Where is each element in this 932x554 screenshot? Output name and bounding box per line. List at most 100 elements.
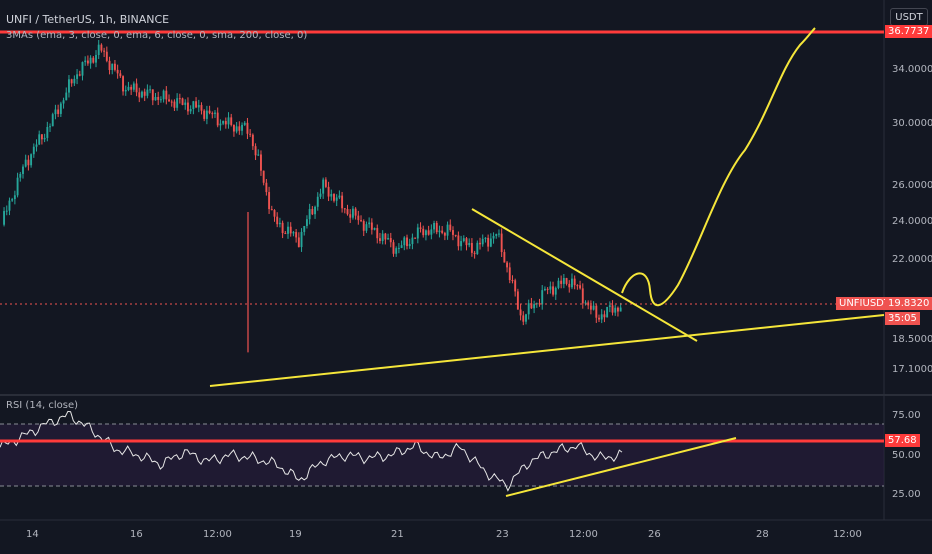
candle-body: [416, 227, 419, 239]
candle-body: [100, 44, 103, 51]
candle-body: [11, 199, 14, 201]
time-tick: 12:00: [833, 529, 862, 540]
candle-body: [316, 196, 319, 207]
candle-body: [184, 102, 187, 105]
candle-body: [457, 235, 460, 247]
candle-body: [516, 291, 519, 310]
candle-body: [146, 89, 149, 96]
candle-body: [200, 105, 203, 111]
candle-body: [595, 305, 598, 318]
candle-body: [492, 235, 495, 239]
candle-body: [51, 114, 54, 127]
candle-body: [397, 247, 400, 249]
candle-body: [216, 112, 219, 126]
candle-body: [76, 74, 79, 79]
candle-body: [143, 91, 146, 96]
candle-body: [571, 278, 573, 288]
candle-body: [343, 208, 346, 210]
rsi-level-tag: 57.68: [885, 434, 920, 447]
candle-body: [503, 252, 506, 263]
candle-body: [614, 307, 617, 313]
candle-body: [514, 280, 517, 292]
candle-body: [508, 267, 511, 281]
candle-body: [222, 121, 225, 124]
candle-body: [205, 110, 208, 119]
currency-unit-button[interactable]: USDT: [890, 8, 928, 26]
projection-path[interactable]: [621, 27, 816, 307]
candle-body: [208, 110, 211, 114]
symbol-title[interactable]: UNFI / TetherUS, 1h, BINANCE: [6, 13, 170, 26]
candle-body: [95, 54, 97, 63]
time-tick: 12:00: [569, 529, 598, 540]
price-tick: 18.5000: [892, 334, 932, 345]
candle-body: [330, 193, 333, 197]
candle-body: [24, 159, 27, 167]
candle-body: [130, 86, 133, 90]
candle-body: [349, 214, 352, 218]
candles-group: [3, 39, 622, 353]
candle-body: [573, 278, 576, 286]
candle-body: [105, 51, 108, 61]
candle-body: [59, 103, 62, 114]
candle-body: [278, 222, 281, 225]
candle-body: [311, 209, 314, 215]
time-tick: 16: [130, 529, 143, 540]
candle-body: [262, 170, 265, 183]
descending-trendline[interactable]: [471, 208, 698, 342]
candle-body: [519, 309, 522, 316]
candle-body: [549, 286, 552, 290]
candle-body: [487, 237, 490, 247]
candle-body: [511, 280, 514, 282]
candle-body: [449, 224, 452, 231]
candle-body: [27, 159, 30, 166]
ascending-trendline[interactable]: [209, 314, 885, 387]
candle-body: [165, 90, 168, 100]
candle-body: [324, 179, 327, 187]
price-tick: 17.1000: [892, 364, 932, 375]
rsi-band-fill: [0, 424, 884, 486]
candle-body: [424, 230, 427, 236]
candle-body: [452, 230, 454, 235]
candle-body: [619, 307, 622, 312]
candle-body: [473, 252, 476, 254]
candle-body: [132, 83, 135, 90]
candle-body: [500, 233, 503, 253]
candle-body: [276, 216, 279, 225]
candle-body: [479, 242, 481, 245]
candle-body: [5, 210, 8, 212]
candle-body: [430, 229, 433, 235]
candle-body: [370, 222, 373, 230]
candle-body: [351, 208, 354, 218]
candle-body: [238, 126, 241, 131]
rsi-tick: 25.00: [892, 489, 921, 500]
candle-body: [203, 110, 206, 119]
indicator-legend[interactable]: 3MAs (ema, 3, close, 0, ema, 6, close, 0…: [6, 30, 308, 41]
candle-body: [211, 113, 214, 115]
time-tick: 12:00: [203, 529, 232, 540]
candle-body: [333, 193, 335, 201]
candle-body: [584, 302, 587, 304]
rsi-axis: 75.00 50.00 25.00: [892, 410, 921, 500]
candle-body: [300, 231, 303, 248]
candle-body: [403, 237, 406, 246]
candle-body: [587, 302, 590, 306]
candle-body: [49, 126, 51, 128]
candle-body: [592, 305, 595, 310]
candle-body: [270, 209, 273, 211]
candle-body: [435, 222, 438, 233]
candle-body: [57, 109, 60, 114]
price-axis: 34.0000 30.0000 26.0000 24.0000 22.0000 …: [892, 64, 932, 375]
candle-body: [189, 108, 192, 112]
candle-body: [481, 238, 484, 245]
candle-body: [476, 242, 479, 254]
candle-body: [195, 101, 198, 108]
rsi-tick: 75.00: [892, 410, 921, 421]
candle-body: [327, 186, 330, 197]
candle-body: [408, 244, 411, 247]
candle-body: [30, 154, 33, 166]
rsi-legend[interactable]: RSI (14, close): [6, 400, 79, 411]
rsi-trendline[interactable]: [505, 437, 737, 497]
candle-body: [552, 286, 554, 295]
